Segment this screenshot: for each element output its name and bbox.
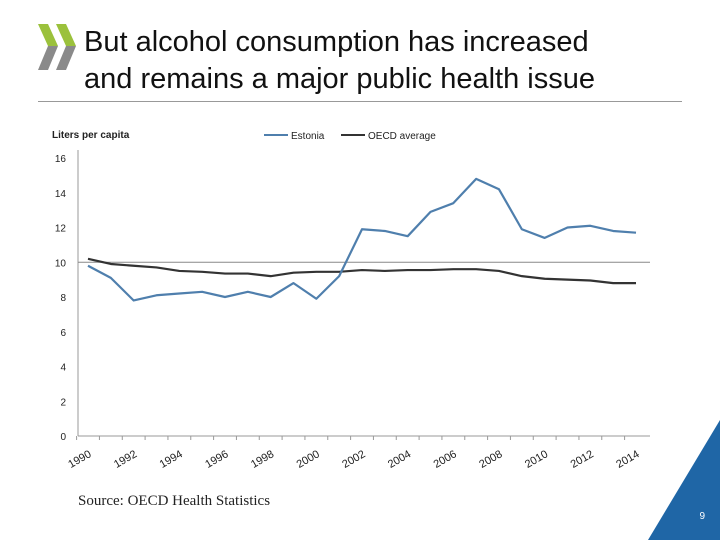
page-number: 9 [699,511,705,522]
title-line-2: and remains a major public health issue [84,63,595,95]
y-tick-label: 16 [55,154,67,165]
legend-label: Estonia [291,131,325,142]
x-tick-label: 1994 [158,448,185,471]
source-note: Source: OECD Health Statistics [78,493,271,509]
x-tick-label: 1990 [66,448,93,471]
corner-triangle [648,420,720,540]
y-tick-label: 8 [60,293,66,304]
oecd-logo [38,24,76,70]
title-line-1: But alcohol consumption has increased [84,26,589,58]
x-tick-label: 2014 [614,448,641,471]
y-tick-label: 6 [60,328,66,339]
y-tick-label: 14 [55,189,67,200]
x-tick-label: 2000 [295,448,322,471]
y-tick-label: 12 [55,224,67,235]
legend-label: OECD average [368,131,436,142]
x-tick-label: 1998 [249,448,276,471]
y-tick-label: 4 [60,363,66,374]
x-tick-label: 2008 [477,448,504,471]
x-tick-label: 1996 [203,448,230,471]
x-tick-label: 1992 [112,448,139,471]
x-tick-label: 2010 [523,448,550,471]
y-tick-label: 10 [55,258,67,269]
slide-title: But alcohol consumption has increased an… [84,24,595,98]
x-tick-label: 2002 [340,448,367,471]
title-divider [38,101,682,102]
y-tick-label: 0 [60,432,66,443]
x-tick-label: 2012 [569,448,596,471]
x-tick-label: 2006 [432,448,459,471]
y-axis-title: Liters per capita [52,130,130,141]
y-tick-label: 2 [60,397,66,408]
series-line-estonia [87,177,637,302]
x-tick-label: 2004 [386,448,413,471]
